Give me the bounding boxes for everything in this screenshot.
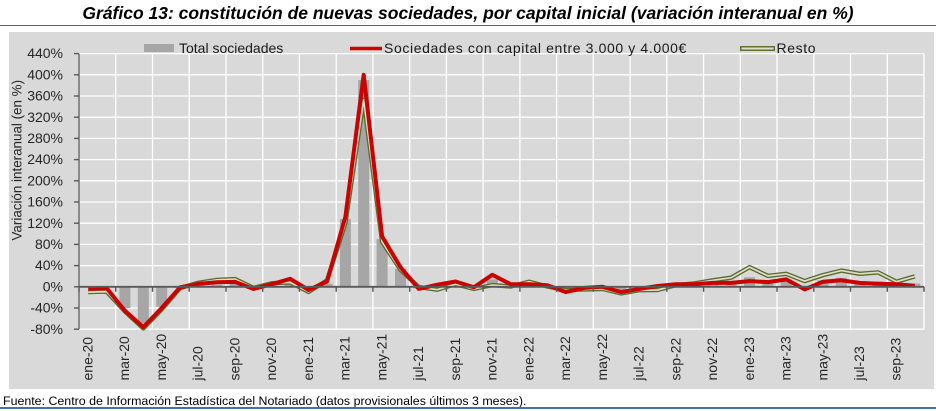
- svg-text:320%: 320%: [27, 109, 63, 125]
- svg-text:400%: 400%: [27, 66, 63, 82]
- svg-text:sep-21: sep-21: [447, 337, 463, 380]
- svg-text:-40%: -40%: [30, 300, 63, 316]
- svg-text:360%: 360%: [27, 88, 63, 104]
- svg-text:0%: 0%: [43, 278, 63, 294]
- svg-text:120%: 120%: [27, 215, 63, 231]
- svg-text:mar-20: mar-20: [116, 336, 132, 381]
- svg-text:ene-21: ene-21: [300, 337, 316, 381]
- svg-text:mar-22: mar-22: [557, 336, 573, 381]
- svg-text:Sociedades con capital entre 3: Sociedades con capital entre 3.000 y 4.0…: [384, 40, 687, 56]
- svg-text:Resto: Resto: [777, 40, 817, 56]
- svg-text:nov-20: nov-20: [263, 337, 279, 380]
- svg-text:jul-20: jul-20: [190, 346, 206, 381]
- svg-text:nov-21: nov-21: [484, 337, 500, 380]
- svg-text:jul-22: jul-22: [631, 346, 647, 381]
- svg-text:jul-21: jul-21: [410, 346, 426, 381]
- svg-text:may-20: may-20: [153, 334, 169, 381]
- svg-text:Total sociedades: Total sociedades: [179, 40, 283, 56]
- svg-text:80%: 80%: [35, 236, 63, 252]
- svg-text:160%: 160%: [27, 194, 63, 210]
- svg-text:ene-22: ene-22: [520, 337, 536, 381]
- svg-text:40%: 40%: [35, 257, 63, 273]
- svg-text:sep-22: sep-22: [667, 337, 683, 380]
- svg-text:280%: 280%: [27, 130, 63, 146]
- svg-text:nov-22: nov-22: [704, 337, 720, 380]
- svg-text:440%: 440%: [27, 45, 63, 61]
- svg-text:-80%: -80%: [30, 321, 63, 337]
- svg-text:Variación interanual (en %): Variación interanual (en %): [10, 80, 25, 241]
- svg-text:240%: 240%: [27, 151, 63, 167]
- svg-text:sep-20: sep-20: [226, 337, 242, 380]
- svg-text:ene-23: ene-23: [741, 337, 757, 381]
- svg-text:mar-23: mar-23: [778, 336, 794, 381]
- svg-text:may-21: may-21: [373, 334, 389, 381]
- svg-text:sep-23: sep-23: [888, 337, 904, 380]
- svg-text:200%: 200%: [27, 172, 63, 188]
- svg-text:may-22: may-22: [594, 334, 610, 381]
- svg-text:ene-20: ene-20: [80, 337, 96, 381]
- svg-text:jul-23: jul-23: [851, 346, 867, 381]
- svg-text:mar-21: mar-21: [337, 336, 353, 381]
- svg-text:may-23: may-23: [814, 334, 830, 381]
